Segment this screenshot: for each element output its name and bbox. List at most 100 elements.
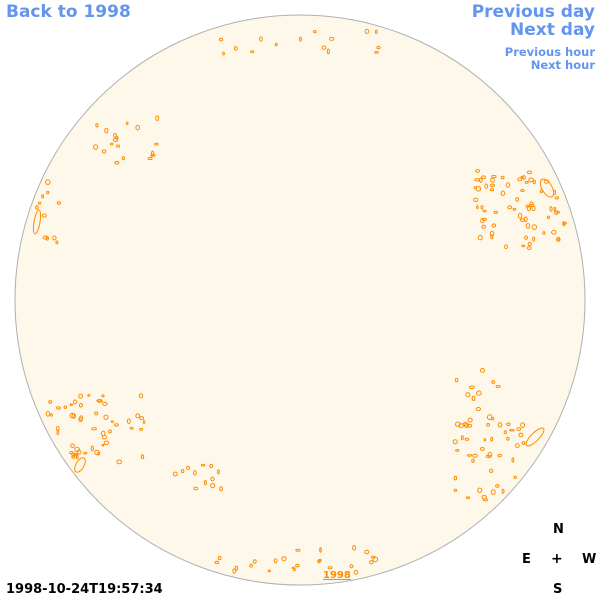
contour-speck (101, 443, 105, 447)
previous-hour-link[interactable]: Previous hour (504, 45, 595, 59)
contour-speck (222, 51, 225, 56)
contour-speck (497, 422, 503, 428)
contour-speck (503, 430, 507, 435)
contour-speck (551, 229, 557, 235)
contour-speck (155, 115, 160, 121)
contour-speck (513, 475, 517, 479)
contour-speck (125, 121, 129, 126)
contour-speck (180, 469, 185, 474)
contour-speck (473, 197, 479, 203)
contour-speck (78, 393, 83, 399)
contour-speck (493, 210, 498, 214)
contour-speck (210, 476, 215, 482)
contour-speck (281, 556, 287, 562)
compass-east-label: E (522, 552, 531, 567)
contour-speck (532, 236, 536, 242)
contour-speck (489, 188, 495, 192)
contour-speck (233, 46, 238, 51)
contour-speck (455, 421, 461, 427)
contour-speck (473, 186, 478, 190)
contour-speck (116, 144, 121, 148)
contour-speck (520, 422, 525, 429)
contour-speck (522, 175, 526, 180)
contour-speck (467, 417, 473, 423)
contour-speck (475, 407, 482, 411)
contour-loop (539, 178, 555, 198)
contour-speck (259, 36, 263, 42)
back-to-year-link[interactable]: Back to 1998 (6, 2, 131, 22)
observation-timestamp: 1998-10-24T19:57:34 (6, 582, 163, 597)
contour-speck (97, 399, 103, 403)
contour-speck (71, 413, 77, 419)
contour-speck (467, 424, 473, 428)
contour-speck (114, 423, 119, 427)
contour-speck (209, 463, 214, 469)
contour-speck (506, 422, 511, 427)
contour-speck (234, 565, 239, 571)
contour-speck (102, 401, 108, 406)
contour-speck (376, 45, 381, 50)
contour-speck (489, 468, 494, 473)
contour-speck (472, 453, 478, 458)
contour-speck (562, 221, 566, 227)
contour-speck (69, 403, 74, 407)
contour-speck (129, 426, 134, 430)
contour-speck (491, 380, 496, 384)
contour-speck (528, 177, 534, 183)
contour-speck (531, 224, 538, 230)
contour-speck (505, 182, 511, 188)
solar-disk (14, 14, 586, 586)
contour-speck (554, 196, 560, 200)
contour-speck (56, 406, 61, 410)
contour-speck (482, 217, 487, 221)
contour-speck (214, 560, 220, 565)
contour-speck (485, 454, 492, 459)
contour-speck (372, 556, 379, 563)
next-hour-link[interactable]: Next hour (530, 58, 595, 72)
contour-speck (479, 177, 483, 183)
contour-speck (115, 135, 119, 140)
contour-speck (50, 413, 53, 417)
contour-speck (252, 559, 257, 564)
contour-speck (514, 443, 520, 448)
contour-speck (490, 177, 495, 183)
contour-speck (483, 438, 487, 442)
contour-speck (539, 189, 543, 194)
contour-loop (74, 457, 86, 473)
contour-speck (364, 549, 370, 555)
contour-speck (78, 403, 84, 408)
contour-speck (35, 205, 39, 210)
contour-speck (477, 234, 483, 241)
disk-year-link[interactable]: 1998 (323, 570, 351, 581)
contour-speck (48, 400, 53, 404)
contour-speck (525, 223, 531, 229)
contour-speck (103, 440, 110, 445)
contour-speck (352, 545, 357, 551)
contour-speck (71, 452, 76, 457)
contour-speck (517, 177, 523, 182)
contour-speck (476, 205, 479, 210)
contour-speck (349, 564, 354, 569)
contour-speck (480, 205, 484, 210)
contour-speck (465, 392, 471, 398)
contour-speck (482, 209, 487, 213)
contour-speck (217, 555, 222, 561)
contour-speck (147, 156, 153, 161)
previous-day-link[interactable]: Previous day (471, 2, 595, 22)
contour-speck (327, 566, 333, 570)
contour-speck (204, 480, 207, 486)
contour-speck (453, 488, 458, 492)
contour-speck (94, 411, 99, 416)
contour-speck (72, 399, 78, 405)
contour-speck (142, 420, 146, 425)
contour-speck (41, 213, 47, 218)
contour-speck (520, 175, 524, 179)
contour-speck (55, 425, 60, 431)
contour-speck (193, 470, 197, 476)
contour-speck (490, 489, 496, 496)
contour-speck (249, 563, 253, 568)
contour-speck (101, 394, 105, 398)
contour-speck (193, 486, 199, 491)
next-day-link[interactable]: Next day (510, 20, 595, 40)
